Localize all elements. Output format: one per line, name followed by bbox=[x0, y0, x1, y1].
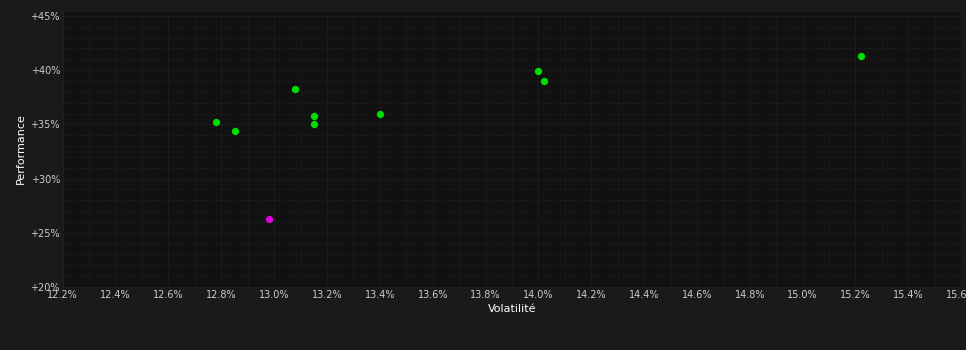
Point bbox=[853, 53, 868, 59]
Point bbox=[530, 68, 546, 74]
Point bbox=[288, 86, 303, 91]
X-axis label: Volatilité: Volatilité bbox=[488, 304, 536, 314]
Point bbox=[209, 119, 224, 125]
Point bbox=[261, 216, 276, 222]
Point bbox=[372, 111, 387, 116]
Point bbox=[306, 113, 322, 119]
Point bbox=[227, 128, 242, 134]
Point bbox=[306, 121, 322, 127]
Point bbox=[536, 78, 552, 84]
Y-axis label: Performance: Performance bbox=[16, 113, 26, 184]
